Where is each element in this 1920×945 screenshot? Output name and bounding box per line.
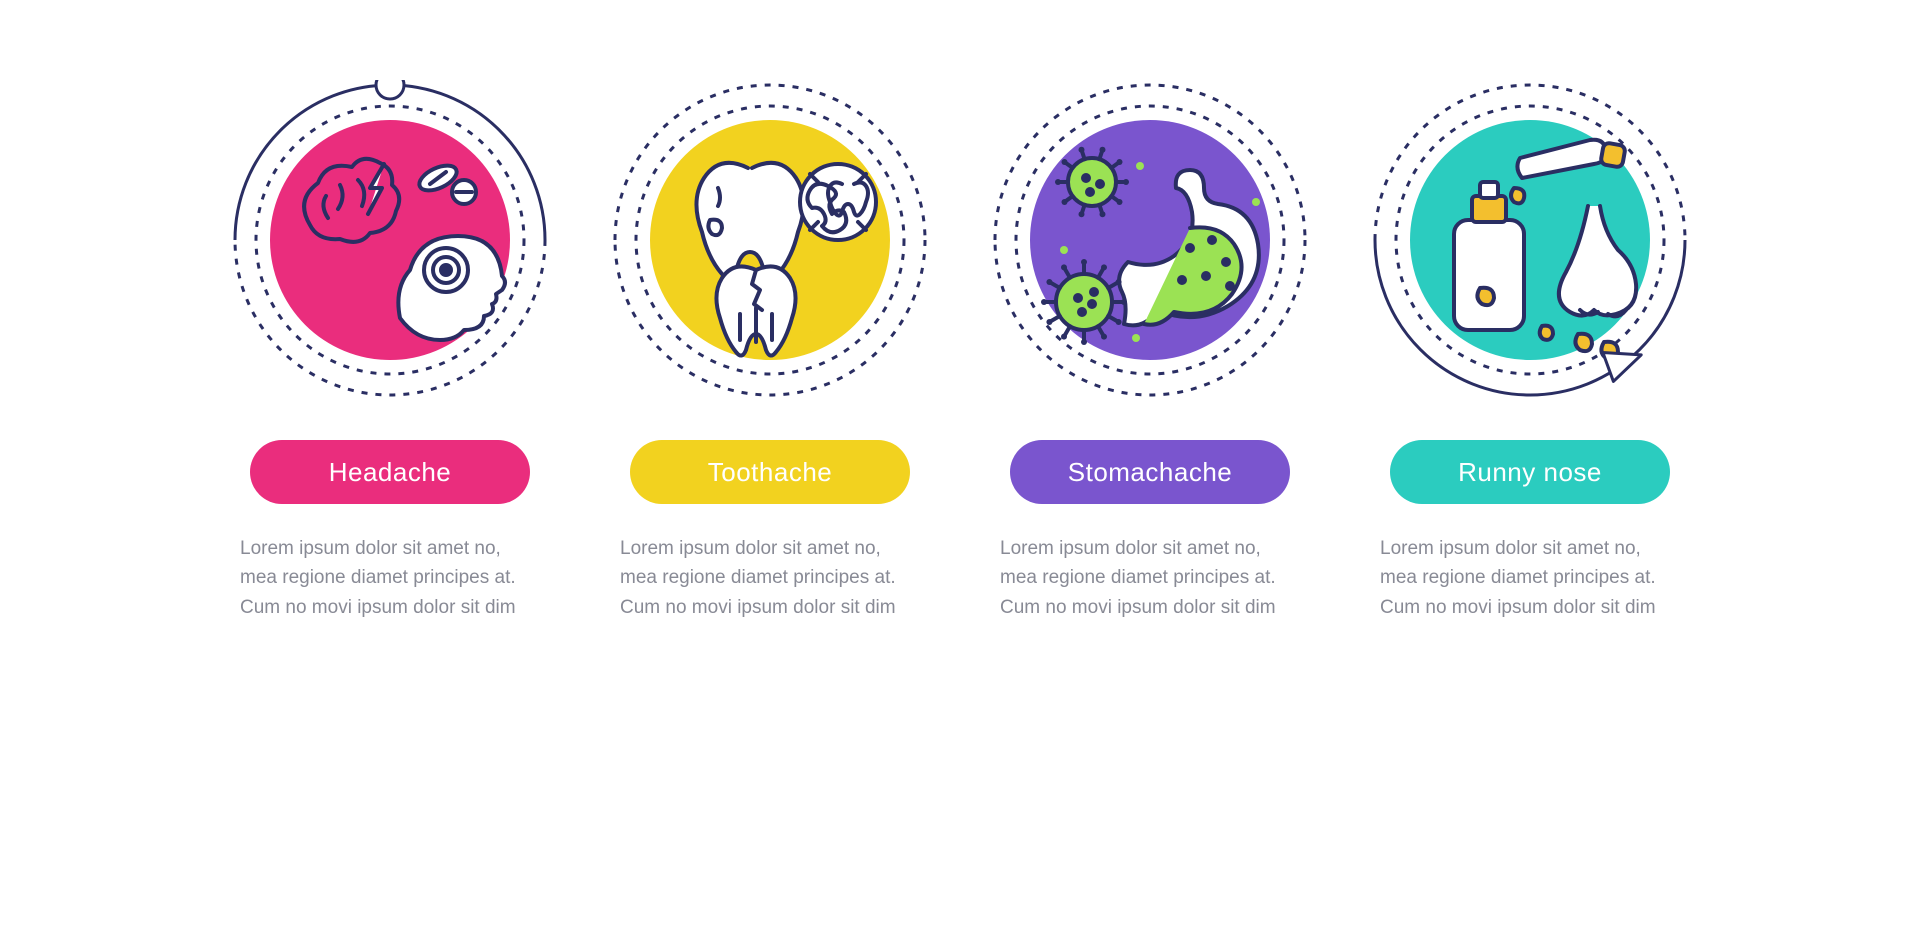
label-pill-runnynose: Runny nose (1390, 440, 1670, 504)
description-runnynose: Lorem ipsum dolor sit amet no, mea regio… (1380, 534, 1680, 622)
infographic-item-headache: Headache Lorem ipsum dolor sit amet no, m… (230, 80, 550, 622)
infographic-stage: Headache Lorem ipsum dolor sit amet no, m… (0, 0, 1920, 945)
infographic-item-runnynose: Runny nose Lorem ipsum dolor sit amet no,… (1370, 80, 1690, 622)
label-pill-toothache: Toothache (630, 440, 910, 504)
label-pill-stomachache: Stomachache (1010, 440, 1290, 504)
label-pill-headache: Headache (250, 440, 530, 504)
description-headache: Lorem ipsum dolor sit amet no, mea regio… (240, 534, 540, 622)
infographic-item-stomachache: Stomachache Lorem ipsum dolor sit amet no… (990, 80, 1310, 622)
description-stomachache: Lorem ipsum dolor sit amet no, mea regio… (1000, 534, 1300, 622)
disc-stomachache (990, 80, 1310, 400)
infographic-row: Headache Lorem ipsum dolor sit amet no, m… (230, 80, 1690, 622)
infographic-item-toothache: Toothache Lorem ipsum dolor sit amet no, … (610, 80, 930, 622)
disc-runnynose (1370, 80, 1690, 400)
start-marker-icon (376, 80, 404, 99)
disc-toothache (610, 80, 930, 400)
description-toothache: Lorem ipsum dolor sit amet no, mea regio… (620, 534, 920, 622)
disc-headache (230, 80, 550, 400)
